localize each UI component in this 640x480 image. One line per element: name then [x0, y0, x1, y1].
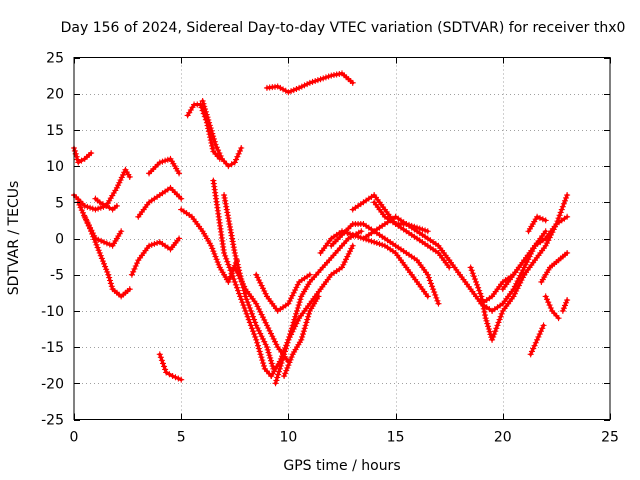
series-arc-30	[499, 213, 571, 293]
x-tick-label: 0	[70, 430, 79, 446]
series-markers	[231, 264, 292, 365]
series-arc-15	[231, 264, 292, 365]
y-tick-label: -10	[41, 304, 64, 320]
series-markers	[156, 351, 185, 383]
series-markers	[525, 213, 549, 235]
series-markers	[559, 297, 571, 314]
y-tick-label: -20	[41, 376, 64, 392]
series-markers	[521, 192, 571, 278]
series-arc-33	[538, 249, 571, 285]
series-arc-08	[146, 155, 183, 177]
series-markers	[146, 155, 183, 177]
series-line	[501, 215, 569, 291]
series-arc-35	[527, 322, 547, 358]
series-arc-22	[328, 221, 442, 307]
series-markers	[371, 199, 431, 235]
x-tick-label: 20	[494, 430, 512, 446]
series-arc-18	[272, 228, 365, 387]
series-arc-07	[135, 184, 185, 220]
series-markers	[467, 264, 528, 343]
series-markers	[527, 322, 547, 358]
grid	[74, 57, 610, 420]
series-markers	[272, 228, 365, 387]
series-markers	[253, 271, 313, 314]
series-arc-13	[210, 177, 275, 380]
y-axis-title: SDTVAR / TECUs	[6, 181, 22, 296]
series-arc-21	[317, 228, 431, 300]
y-tick-label: 15	[46, 123, 64, 139]
series-markers	[538, 249, 571, 285]
y-tick-label: 10	[46, 159, 64, 175]
series-arc-36	[559, 297, 571, 314]
y-tick-label: -5	[50, 268, 64, 284]
series-arc-04	[81, 213, 125, 249]
series-markers	[263, 70, 356, 96]
series-markers	[92, 195, 120, 213]
series-markers	[446, 257, 496, 314]
plot-frame	[73, 57, 611, 420]
y-tick-label: 0	[55, 232, 64, 248]
series-markers	[317, 228, 431, 300]
axis-ticks: 0 5 10 15 20 25 -25 -20 -15 -10 -5 0 5 10 15 20 25	[41, 51, 619, 446]
x-axis-title: GPS time / hours	[283, 458, 400, 474]
y-tick-label: -15	[41, 340, 64, 356]
series-markers	[178, 206, 240, 285]
series-arc-25	[371, 199, 431, 235]
series-markers	[199, 97, 245, 170]
series-markers	[328, 221, 442, 307]
series-arc-32	[525, 213, 549, 235]
data-series	[71, 70, 571, 387]
series-arc-19	[281, 293, 322, 380]
y-tick-label: -25	[41, 413, 64, 429]
x-tick-label: 25	[601, 430, 619, 446]
series-arc-10	[178, 206, 240, 285]
series-arc-16	[253, 271, 313, 314]
series-arc-09	[156, 351, 185, 383]
series-arc-03	[75, 199, 133, 300]
series-arc-12	[199, 97, 245, 170]
series-markers	[542, 293, 562, 322]
series-line	[351, 193, 451, 270]
series-markers	[210, 177, 275, 380]
series-markers	[499, 213, 571, 293]
x-tick-label: 5	[177, 430, 186, 446]
chart-title: Day 156 of 2024, Sidereal Day-to-day VTE…	[61, 20, 626, 36]
series-arc-05	[92, 195, 120, 213]
series-markers	[281, 293, 322, 380]
series-arc-27	[467, 264, 528, 343]
series-markers	[75, 199, 133, 300]
y-tick-label: 5	[55, 195, 64, 211]
y-tick-label: 20	[46, 87, 64, 103]
series-arc-20	[263, 70, 356, 96]
x-tick-label: 10	[279, 430, 297, 446]
x-tick-label: 15	[387, 430, 405, 446]
series-arc-34	[542, 293, 562, 322]
series-markers	[135, 184, 185, 220]
series-arc-06	[128, 235, 183, 278]
series-arc-31	[521, 192, 571, 278]
series-markers	[81, 213, 125, 249]
series-markers	[128, 235, 183, 278]
y-tick-label: 25	[46, 51, 64, 67]
